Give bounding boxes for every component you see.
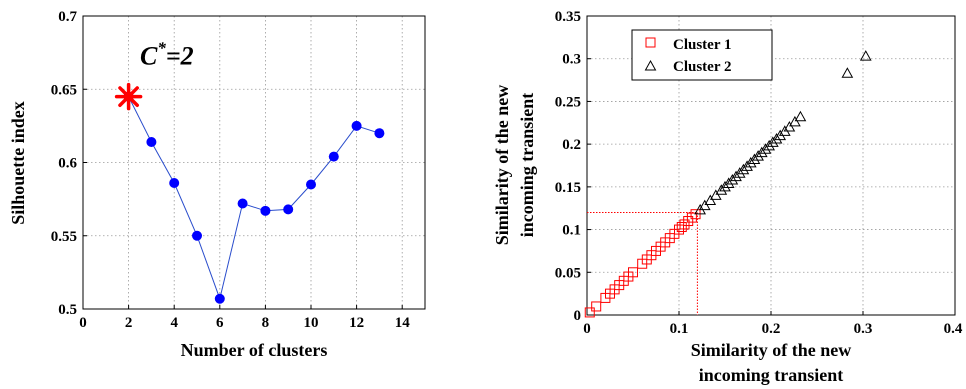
- chart1-y-tick-label: 0.6: [58, 156, 77, 172]
- cluster2-point: [737, 163, 750, 175]
- chart1-y-tick-label: 0.7: [58, 9, 77, 25]
- optimal-cluster-annotation: C*=2: [140, 38, 194, 70]
- chart1-x-tick-label: 0: [79, 315, 87, 331]
- chart2-y-tick-label: 0.35: [555, 9, 581, 25]
- silhouette-point: [306, 179, 316, 190]
- cluster2-point: [715, 184, 728, 195]
- cluster2-point: [709, 189, 722, 200]
- silhouette-chart: 0 2 4 6 8 10 12 14 0.5 0.55 0.6 0.65 0.7 C*=2 Number…: [8, 9, 426, 360]
- chart2-x-tick-label: 0.3: [854, 321, 873, 337]
- chart1-x-tick-label: 10: [304, 315, 319, 331]
- cluster2-point: [704, 194, 717, 206]
- chart1-x-tick-label: 8: [262, 315, 270, 331]
- cluster1-point: [686, 212, 697, 223]
- silhouette-point: [146, 136, 157, 147]
- legend-cluster2-marker: [644, 59, 657, 71]
- chart1-x-tick-label: 14: [395, 315, 411, 331]
- cluster1-point: [591, 301, 602, 312]
- cluster1-point: [628, 267, 638, 278]
- cluster2-point: [722, 177, 735, 188]
- chart2-x-tick-label: 0.1: [670, 321, 689, 337]
- silhouette-point: [351, 120, 362, 131]
- chart1-x-tick-label: 12: [349, 315, 364, 331]
- chart2-y-tick-label: 0.15: [555, 180, 581, 196]
- cluster1-point: [679, 219, 690, 230]
- silhouette-point: [214, 293, 225, 304]
- cluster2-point: [759, 143, 772, 154]
- silhouette-point: [283, 204, 294, 215]
- silhouette-point: [192, 230, 202, 241]
- cluster2-point: [730, 170, 742, 182]
- cluster1-point: [674, 224, 684, 235]
- chart2-y-tick-label: 0.1: [562, 223, 581, 239]
- cluster2-point: [744, 156, 757, 168]
- legend-cluster1-label: Cluster 1: [673, 37, 731, 53]
- similarity-scatter-chart: 0 0.1 0.2 0.3 0.400.050.10.150.20.250.30.35 …: [492, 9, 963, 385]
- cluster2-point: [859, 50, 872, 61]
- cluster2-point: [794, 110, 807, 122]
- chart2-reference-lines: [587, 211, 698, 315]
- chart1-plot-frame: [82, 15, 426, 310]
- cluster2-point: [733, 167, 746, 178]
- cluster2-point: [770, 132, 783, 144]
- silhouette-point: [260, 205, 271, 216]
- chart2-x-tick-label: 0.2: [762, 321, 781, 337]
- chart2-y-tick-label: 0.25: [555, 94, 581, 110]
- chart1-x-tick-label: 4: [170, 315, 178, 331]
- chart1-x-tick-label: 2: [125, 315, 133, 331]
- cluster2-point: [719, 180, 731, 192]
- cluster2-point: [766, 136, 779, 147]
- chart1-ticks: 0 2 4 6 8 10 12 14 0.5 0.55 0.6 0.65 0.7: [51, 9, 410, 331]
- silhouette-point: [374, 128, 385, 139]
- chart2-x-tick-label: 0.4: [944, 321, 963, 337]
- chart2-legend: Cluster 1 Cluster 2: [631, 29, 773, 81]
- chart1-grid: [83, 16, 425, 309]
- cluster2-point: [741, 160, 753, 171]
- chart2-x-tick-label: 0: [583, 321, 591, 337]
- chart2-y-axis-label-line1: Similarity of the new: [492, 85, 512, 245]
- chart2-marks: [584, 50, 872, 318]
- cluster2-point: [748, 153, 761, 165]
- cluster1-point: [584, 307, 595, 318]
- chart2-y-tick-label: 0.2: [562, 137, 581, 153]
- cluster2-point: [789, 115, 801, 127]
- chart1-marks: [114, 82, 385, 304]
- cluster2-point: [841, 67, 854, 78]
- chart2-ticks: 0 0.1 0.2 0.3 0.4 0 0.05 0.1 0.15 0.2 0.25 0.3 0.35: [555, 9, 963, 337]
- chart1-x-axis-label: Number of clusters: [181, 340, 328, 360]
- silhouette-point: [237, 198, 248, 209]
- chart1-y-tick-label: 0.5: [58, 302, 77, 318]
- legend-cluster2-label: Cluster 2: [673, 59, 731, 75]
- chart1-y-tick-label: 0.55: [51, 229, 77, 245]
- optimal-cluster-asterisk: [114, 82, 143, 111]
- chart2-x-axis-label-line1: Similarity of the new: [691, 340, 851, 360]
- cluster2-point: [752, 150, 764, 161]
- legend-cluster1-marker: [645, 37, 656, 48]
- chart1-y-tick-label: 0.65: [51, 82, 77, 98]
- cluster2-point: [783, 121, 796, 132]
- chart2-y-tick-label: 0: [574, 308, 582, 324]
- silhouette-point: [169, 178, 180, 189]
- chart2-x-axis-label-line2: incoming transient: [699, 365, 844, 385]
- cluster2-point: [698, 199, 711, 211]
- chart1-y-axis-label: Silhouette index: [8, 101, 28, 225]
- silhouette-series-line: [128, 96, 380, 301]
- chart1-x-tick-label: 6: [216, 315, 224, 331]
- cluster2-point: [755, 146, 768, 158]
- chart2-y-tick-label: 0.3: [562, 52, 581, 68]
- cluster1-point: [683, 216, 694, 227]
- cluster1-point: [676, 222, 687, 233]
- chart2-y-tick-label: 0.05: [555, 265, 581, 281]
- cluster2-point: [726, 173, 739, 185]
- silhouette-point: [328, 151, 339, 162]
- cluster2-point: [763, 139, 776, 151]
- chart2-y-axis-label-line2: incoming transient: [517, 93, 537, 238]
